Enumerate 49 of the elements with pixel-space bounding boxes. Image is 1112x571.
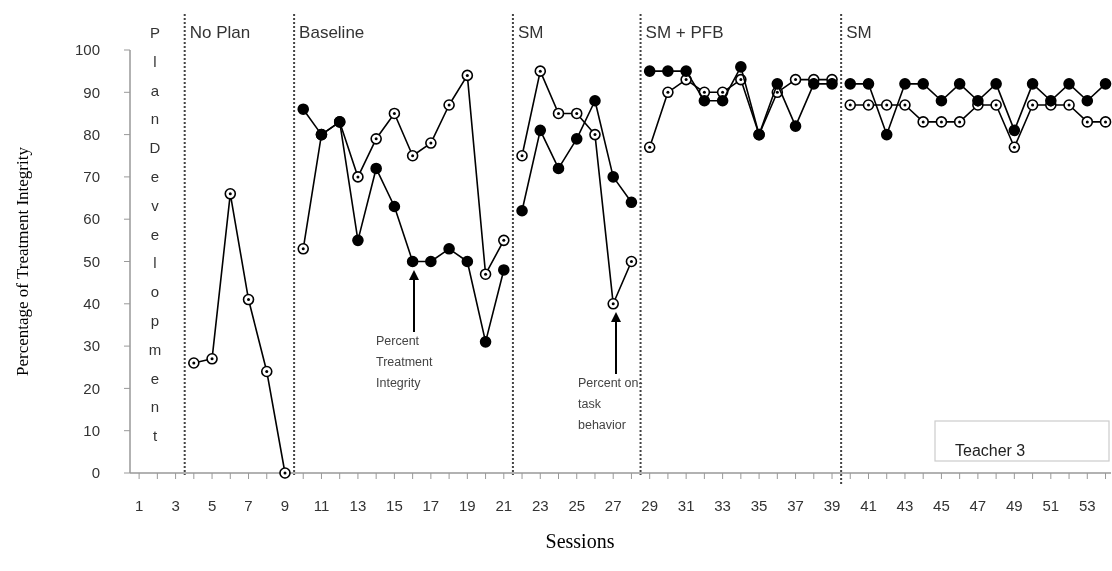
x-axis-title: Sessions [545, 530, 615, 552]
x-tick-label: 47 [969, 497, 987, 514]
ref-line-label: SM [517, 23, 544, 42]
ref-line-label: Baseline [299, 23, 365, 42]
x-tick-label: 7 [244, 497, 253, 514]
y-tick-label: 40 [83, 295, 100, 313]
x-tick-label: 17 [422, 497, 440, 514]
y-tick-label: 70 [83, 168, 100, 186]
y-tick-label: 80 [83, 125, 100, 143]
x-tick-label: 11 [313, 497, 330, 514]
x-tick-label: 27 [604, 497, 622, 514]
x-tick-label: 3 [171, 497, 180, 514]
y-tick-label: 10 [83, 421, 100, 439]
y-tick-label: 60 [83, 210, 100, 228]
text: Plan Development [148, 24, 162, 445]
x-tick-label: 9 [280, 497, 290, 514]
x-tick-label: 35 [750, 497, 768, 514]
ref-line-label: SM + PFB [645, 23, 724, 42]
x-tick-label: 51 [1042, 497, 1060, 514]
x-tick-label: 25 [568, 497, 586, 514]
ref-line-label: SM [846, 23, 872, 42]
y-tick-label: 50 [83, 252, 100, 270]
x-tick-label: 31 [677, 497, 695, 514]
x-tick-label: 49 [1006, 497, 1023, 514]
ref-line-label: No Plan [189, 23, 251, 42]
annotation: Percent on-task behavior [578, 376, 643, 432]
x-tick-label: 45 [933, 497, 950, 514]
x-tick-label: 5 [207, 497, 217, 514]
y-axis-title: Percentage of Treatment Integrity [13, 146, 32, 376]
x-tick-label: 15 [386, 497, 403, 514]
x-tick-label: 53 [1078, 497, 1096, 514]
y-tick-label: 90 [83, 83, 100, 101]
annotation: Teacher 3 [955, 442, 1026, 459]
x-tick-label: 33 [714, 497, 731, 514]
y-tick-label: 100 [74, 41, 100, 59]
x-tick-label: 21 [495, 497, 513, 514]
x-tick-label: 43 [896, 497, 914, 514]
x-tick-label: 1 [134, 497, 144, 514]
x-tick-label: 19 [458, 497, 476, 514]
x-tick-label: 41 [860, 497, 877, 514]
y-tick-label: 20 [83, 379, 100, 397]
y-tick-label: 30 [83, 337, 100, 355]
annotation: Percent Treatment Integrity [376, 334, 434, 390]
x-tick-label: 37 [787, 497, 804, 514]
x-tick-label: 23 [531, 497, 549, 514]
y-tick-label: 0 [91, 464, 100, 482]
x-tick-label: 39 [823, 497, 841, 514]
x-tick-label: 29 [641, 497, 659, 514]
x-tick-label: 13 [349, 497, 367, 514]
